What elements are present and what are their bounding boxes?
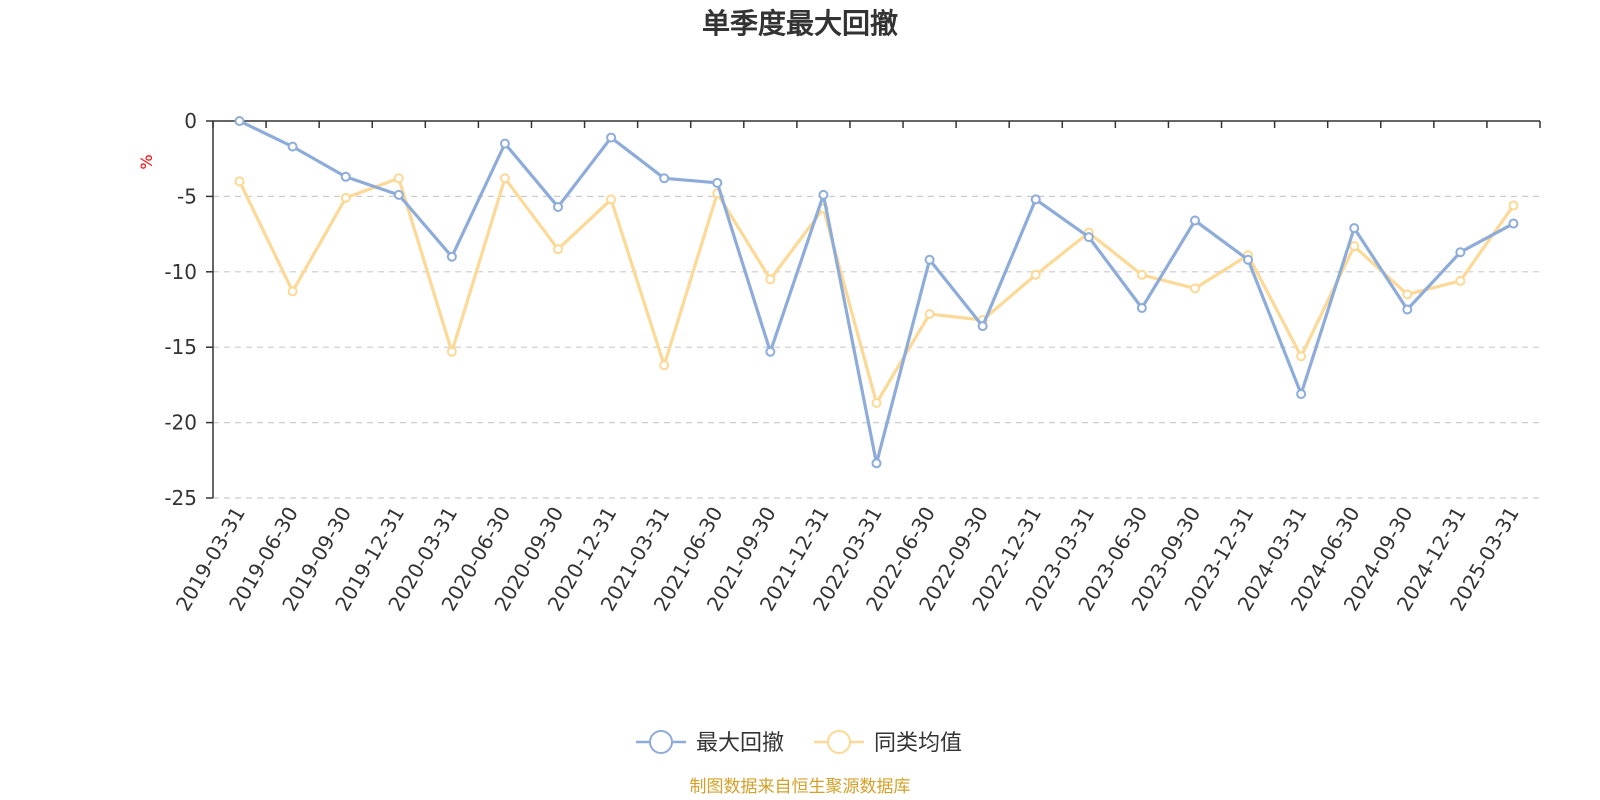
series-lines	[234, 116, 1519, 469]
data-point[interactable]	[1136, 269, 1147, 280]
legend-item[interactable]: 同类均值	[814, 730, 962, 756]
data-point[interactable]	[1402, 304, 1413, 315]
data-point[interactable]	[553, 244, 564, 255]
data-point[interactable]	[1508, 200, 1519, 211]
y-tick-label: -10	[164, 260, 197, 284]
data-point[interactable]	[1349, 241, 1360, 252]
data-point[interactable]	[499, 173, 510, 184]
data-point[interactable]	[393, 189, 404, 200]
data-point[interactable]	[1455, 247, 1466, 258]
y-tick-label: -20	[164, 411, 197, 435]
data-point[interactable]	[340, 171, 351, 182]
data-point[interactable]	[871, 458, 882, 469]
data-point[interactable]	[1349, 223, 1360, 234]
data-point[interactable]	[1030, 269, 1041, 280]
data-point[interactable]	[1189, 283, 1200, 294]
chart-title: 单季度最大回撤	[702, 7, 898, 40]
series-2	[234, 173, 1519, 408]
data-point[interactable]	[287, 141, 298, 152]
data-point[interactable]	[446, 251, 457, 262]
data-point[interactable]	[234, 116, 245, 126]
legend-circle-icon	[827, 730, 851, 754]
series-line	[238, 176, 1515, 405]
data-point[interactable]	[287, 286, 298, 297]
legend-label: 最大回撤	[696, 731, 784, 756]
legend-label: 同类均值	[874, 731, 962, 756]
data-point[interactable]	[712, 177, 723, 188]
data-point[interactable]	[606, 132, 617, 143]
y-tick-label: -15	[164, 335, 197, 359]
grid-lines	[213, 195, 1540, 499]
data-point[interactable]	[977, 321, 988, 332]
y-tick-label: 0	[184, 109, 197, 133]
y-tick-label: -25	[164, 486, 197, 510]
series-1	[234, 116, 1519, 469]
data-point[interactable]	[1030, 194, 1041, 205]
data-point[interactable]	[446, 346, 457, 357]
data-point[interactable]	[765, 346, 776, 357]
data-point[interactable]	[1402, 289, 1413, 300]
data-point[interactable]	[234, 176, 245, 187]
data-point[interactable]	[659, 360, 670, 371]
legend-circle-icon	[649, 730, 673, 754]
data-point[interactable]	[1455, 275, 1466, 286]
data-point[interactable]	[659, 173, 670, 184]
legend: 最大回撤 同类均值	[636, 730, 962, 756]
series-line	[238, 119, 1515, 465]
data-point[interactable]	[924, 254, 935, 265]
data-point[interactable]	[1296, 351, 1307, 362]
data-point[interactable]	[340, 192, 351, 203]
data-point[interactable]	[499, 138, 510, 149]
data-point[interactable]	[765, 274, 776, 285]
y-axis-label: %	[137, 154, 156, 169]
y-tick-label: -5	[177, 184, 197, 208]
legend-item[interactable]: 最大回撤	[636, 730, 784, 756]
data-point[interactable]	[1508, 218, 1519, 229]
data-point[interactable]	[1243, 254, 1254, 265]
data-point[interactable]	[818, 189, 829, 200]
data-point[interactable]	[871, 397, 882, 408]
data-point[interactable]	[1296, 388, 1307, 399]
data-point[interactable]	[553, 201, 564, 212]
data-point[interactable]	[1136, 302, 1147, 313]
data-point[interactable]	[924, 309, 935, 320]
data-point[interactable]	[1189, 215, 1200, 226]
source-note: 制图数据来自恒生聚源数据库	[690, 777, 911, 797]
data-point[interactable]	[606, 194, 617, 205]
data-point[interactable]	[393, 173, 404, 184]
data-point[interactable]	[1083, 232, 1094, 243]
